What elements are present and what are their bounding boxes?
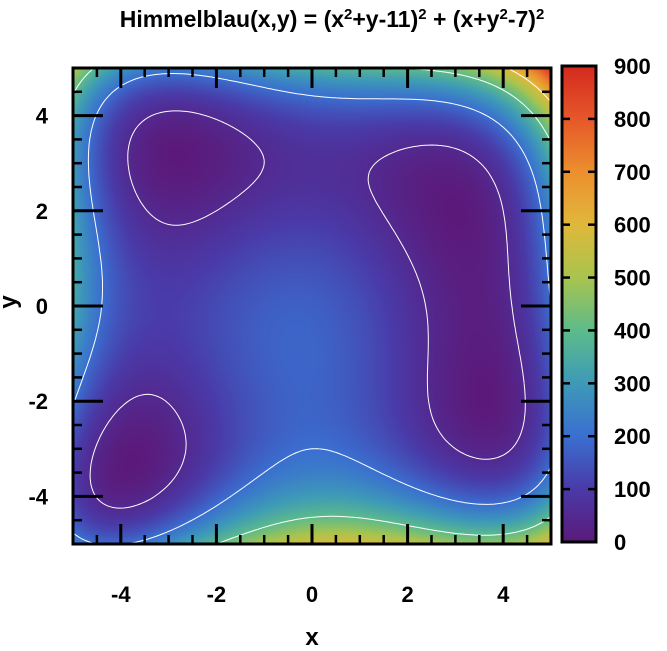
x-tick-label: 0 xyxy=(306,582,318,607)
y-tick-label: 2 xyxy=(36,199,48,224)
contour-level-200 xyxy=(72,73,552,545)
title-sup-4: 2 xyxy=(536,6,544,23)
plot-area: -4 -2 0 2 4 -4 -2 0 2 4 xyxy=(28,66,553,607)
x-axis-ticks: -4 -2 0 2 4 xyxy=(95,68,529,607)
x-tick-label: 4 xyxy=(497,582,510,607)
colorbar: 0 100 200 300 400 500 600 700 800 900 xyxy=(560,54,651,555)
colorbar-ticks: 0 100 200 300 400 500 600 700 800 900 xyxy=(562,54,651,555)
title-sup-1: 2 xyxy=(344,6,352,23)
colorbar-tick-label: 100 xyxy=(614,477,651,502)
y-axis-ticks: -4 -2 0 2 4 xyxy=(28,90,551,522)
y-tick-label: 0 xyxy=(36,294,48,319)
x-tick-label: 2 xyxy=(401,582,413,607)
heatmap xyxy=(73,68,551,544)
colorbar-tick-label: 400 xyxy=(614,318,651,343)
contour-level-50 xyxy=(89,110,526,509)
title-sup-3: 2 xyxy=(499,6,507,23)
colorbar-tick-label: 800 xyxy=(614,107,651,132)
colorbar-tick-label: 700 xyxy=(614,160,651,185)
colorbar-tick-label: 300 xyxy=(614,371,651,396)
colorbar-tick-label: 600 xyxy=(614,213,651,238)
colorbar-tick-label: 900 xyxy=(614,54,651,79)
x-tick-label: -4 xyxy=(111,582,131,607)
x-axis-label: x xyxy=(305,624,319,651)
chart-title: Himmelblau(x,y) = (x2+y-11)2 + (x+y2-7)2 xyxy=(120,6,545,33)
title-sup-2: 2 xyxy=(418,6,426,23)
y-tick-label: -2 xyxy=(28,389,48,414)
colorbar-tick-label: 0 xyxy=(614,530,626,555)
y-tick-label: 4 xyxy=(36,104,49,129)
colorbar-tick-label: 200 xyxy=(614,424,651,449)
x-tick-label: -2 xyxy=(207,582,227,607)
colorbar-tick-label: 500 xyxy=(614,266,651,291)
colorbar-gradient xyxy=(560,64,598,544)
y-axis-label: y xyxy=(0,295,22,309)
y-tick-label: -4 xyxy=(28,484,48,509)
